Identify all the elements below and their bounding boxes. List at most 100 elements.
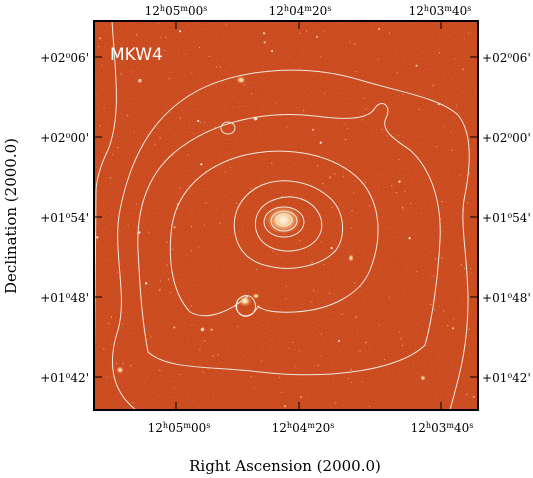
star: [204, 340, 206, 342]
star: [217, 354, 219, 356]
star: [96, 236, 99, 239]
star: [266, 310, 268, 312]
star: [355, 316, 358, 319]
star: [345, 139, 347, 141]
star: [299, 32, 301, 34]
star: [191, 324, 193, 326]
star: [299, 395, 303, 399]
sky-image: MKW4: [94, 21, 478, 410]
star: [200, 163, 203, 166]
star: [274, 102, 276, 104]
star: [470, 268, 472, 270]
dec-tick-right-2: +02o00': [482, 131, 531, 146]
dec-tick-left-1: +02o06': [40, 51, 89, 66]
star: [323, 263, 325, 266]
star: [98, 45, 100, 48]
dec-tick-left-4: +01o48': [40, 291, 89, 306]
star: [462, 68, 465, 70]
star: [335, 402, 337, 404]
star: [179, 373, 181, 376]
companion-galaxy: [238, 295, 252, 307]
star: [415, 64, 418, 67]
star: [159, 280, 161, 282]
star: [136, 203, 138, 205]
star: [198, 246, 200, 248]
star: [285, 285, 287, 288]
star: [121, 323, 123, 325]
star: [239, 106, 241, 108]
star: [288, 347, 290, 349]
star: [179, 117, 181, 119]
star: [463, 267, 465, 269]
star: [298, 67, 300, 69]
star: [398, 180, 401, 183]
dec-tick-right-3: +01o54': [482, 211, 531, 226]
star: [169, 291, 172, 293]
star: [349, 41, 351, 43]
star: [388, 32, 391, 34]
star: [396, 72, 398, 74]
star: [320, 354, 322, 357]
star: [351, 210, 353, 212]
star: [154, 144, 156, 146]
star: [410, 202, 412, 204]
star: [101, 64, 103, 67]
star: [279, 376, 281, 378]
star: [342, 175, 344, 177]
star: [172, 248, 174, 251]
star: [343, 122, 345, 124]
star: [350, 369, 352, 371]
star: [199, 122, 202, 124]
star: [313, 290, 315, 292]
star: [185, 53, 187, 55]
y-axis-label: Declination (2000.0): [2, 138, 20, 294]
star: [167, 278, 170, 281]
contour-inner-4: [270, 210, 298, 232]
star: [271, 49, 274, 53]
star: [145, 282, 148, 285]
star: [237, 325, 239, 328]
star: [136, 34, 138, 36]
star: [360, 286, 362, 288]
star: [363, 97, 365, 99]
star: [449, 131, 451, 133]
star: [203, 129, 205, 131]
star: [447, 325, 449, 327]
tick-marks: [94, 21, 478, 410]
star: [99, 125, 101, 127]
star: [468, 328, 470, 330]
star: [319, 141, 322, 144]
star: [250, 376, 252, 378]
star: [389, 296, 391, 298]
star: [285, 298, 287, 300]
star: [159, 137, 161, 139]
star: [384, 358, 386, 361]
star: [436, 145, 438, 148]
star: [116, 271, 119, 273]
star: [95, 166, 97, 169]
star: [214, 126, 216, 128]
star: [359, 350, 361, 352]
star: [127, 224, 129, 226]
star: [130, 71, 132, 73]
star: [235, 202, 237, 204]
star: [432, 84, 434, 86]
star: [434, 258, 436, 260]
star: [361, 381, 363, 383]
star: [208, 55, 210, 58]
star: [400, 338, 402, 340]
ra-tick-top-3: 12h03m40s: [409, 4, 472, 19]
star: [127, 115, 129, 117]
star: [443, 310, 445, 312]
star: [404, 190, 406, 192]
star: [190, 250, 192, 252]
star: [202, 371, 204, 373]
star: [207, 368, 209, 370]
star: [229, 166, 232, 168]
star: [317, 164, 319, 167]
star: [330, 247, 333, 250]
star: [399, 331, 401, 333]
star: [468, 32, 470, 35]
contour-inner-1: [233, 180, 343, 269]
star: [108, 322, 110, 325]
